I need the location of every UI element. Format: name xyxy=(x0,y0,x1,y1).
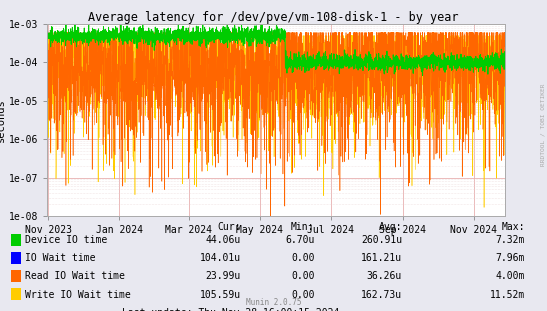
Text: 0.00: 0.00 xyxy=(291,290,315,299)
Text: Read IO Wait time: Read IO Wait time xyxy=(25,272,125,281)
Text: 104.01u: 104.01u xyxy=(200,253,241,263)
Y-axis label: seconds: seconds xyxy=(0,98,6,142)
Text: 6.70u: 6.70u xyxy=(285,235,315,245)
Text: 23.99u: 23.99u xyxy=(206,272,241,281)
Text: 11.52m: 11.52m xyxy=(490,290,525,299)
Text: 161.21u: 161.21u xyxy=(361,253,402,263)
Text: Write IO Wait time: Write IO Wait time xyxy=(25,290,130,299)
Text: 7.96m: 7.96m xyxy=(496,253,525,263)
Text: 4.00m: 4.00m xyxy=(496,272,525,281)
Text: IO Wait time: IO Wait time xyxy=(25,253,95,263)
Text: Max:: Max: xyxy=(502,222,525,232)
Text: Device IO time: Device IO time xyxy=(25,235,107,245)
Text: Munin 2.0.75: Munin 2.0.75 xyxy=(246,298,301,307)
Text: 260.91u: 260.91u xyxy=(361,235,402,245)
Text: Avg:: Avg: xyxy=(379,222,402,232)
Text: 105.59u: 105.59u xyxy=(200,290,241,299)
Text: Average latency for /dev/pve/vm-108-disk-1 - by year: Average latency for /dev/pve/vm-108-disk… xyxy=(88,11,459,24)
Text: RRDTOOL / TOBI OETIKER: RRDTOOL / TOBI OETIKER xyxy=(541,83,546,166)
Text: 0.00: 0.00 xyxy=(291,272,315,281)
Text: 7.32m: 7.32m xyxy=(496,235,525,245)
Text: 0.00: 0.00 xyxy=(291,253,315,263)
Text: 44.06u: 44.06u xyxy=(206,235,241,245)
Text: 162.73u: 162.73u xyxy=(361,290,402,299)
Text: Min:: Min: xyxy=(291,222,315,232)
Text: Last update: Thu Nov 28 16:00:15 2024: Last update: Thu Nov 28 16:00:15 2024 xyxy=(122,308,339,311)
Text: 36.26u: 36.26u xyxy=(367,272,402,281)
Text: Cur:: Cur: xyxy=(217,222,241,232)
